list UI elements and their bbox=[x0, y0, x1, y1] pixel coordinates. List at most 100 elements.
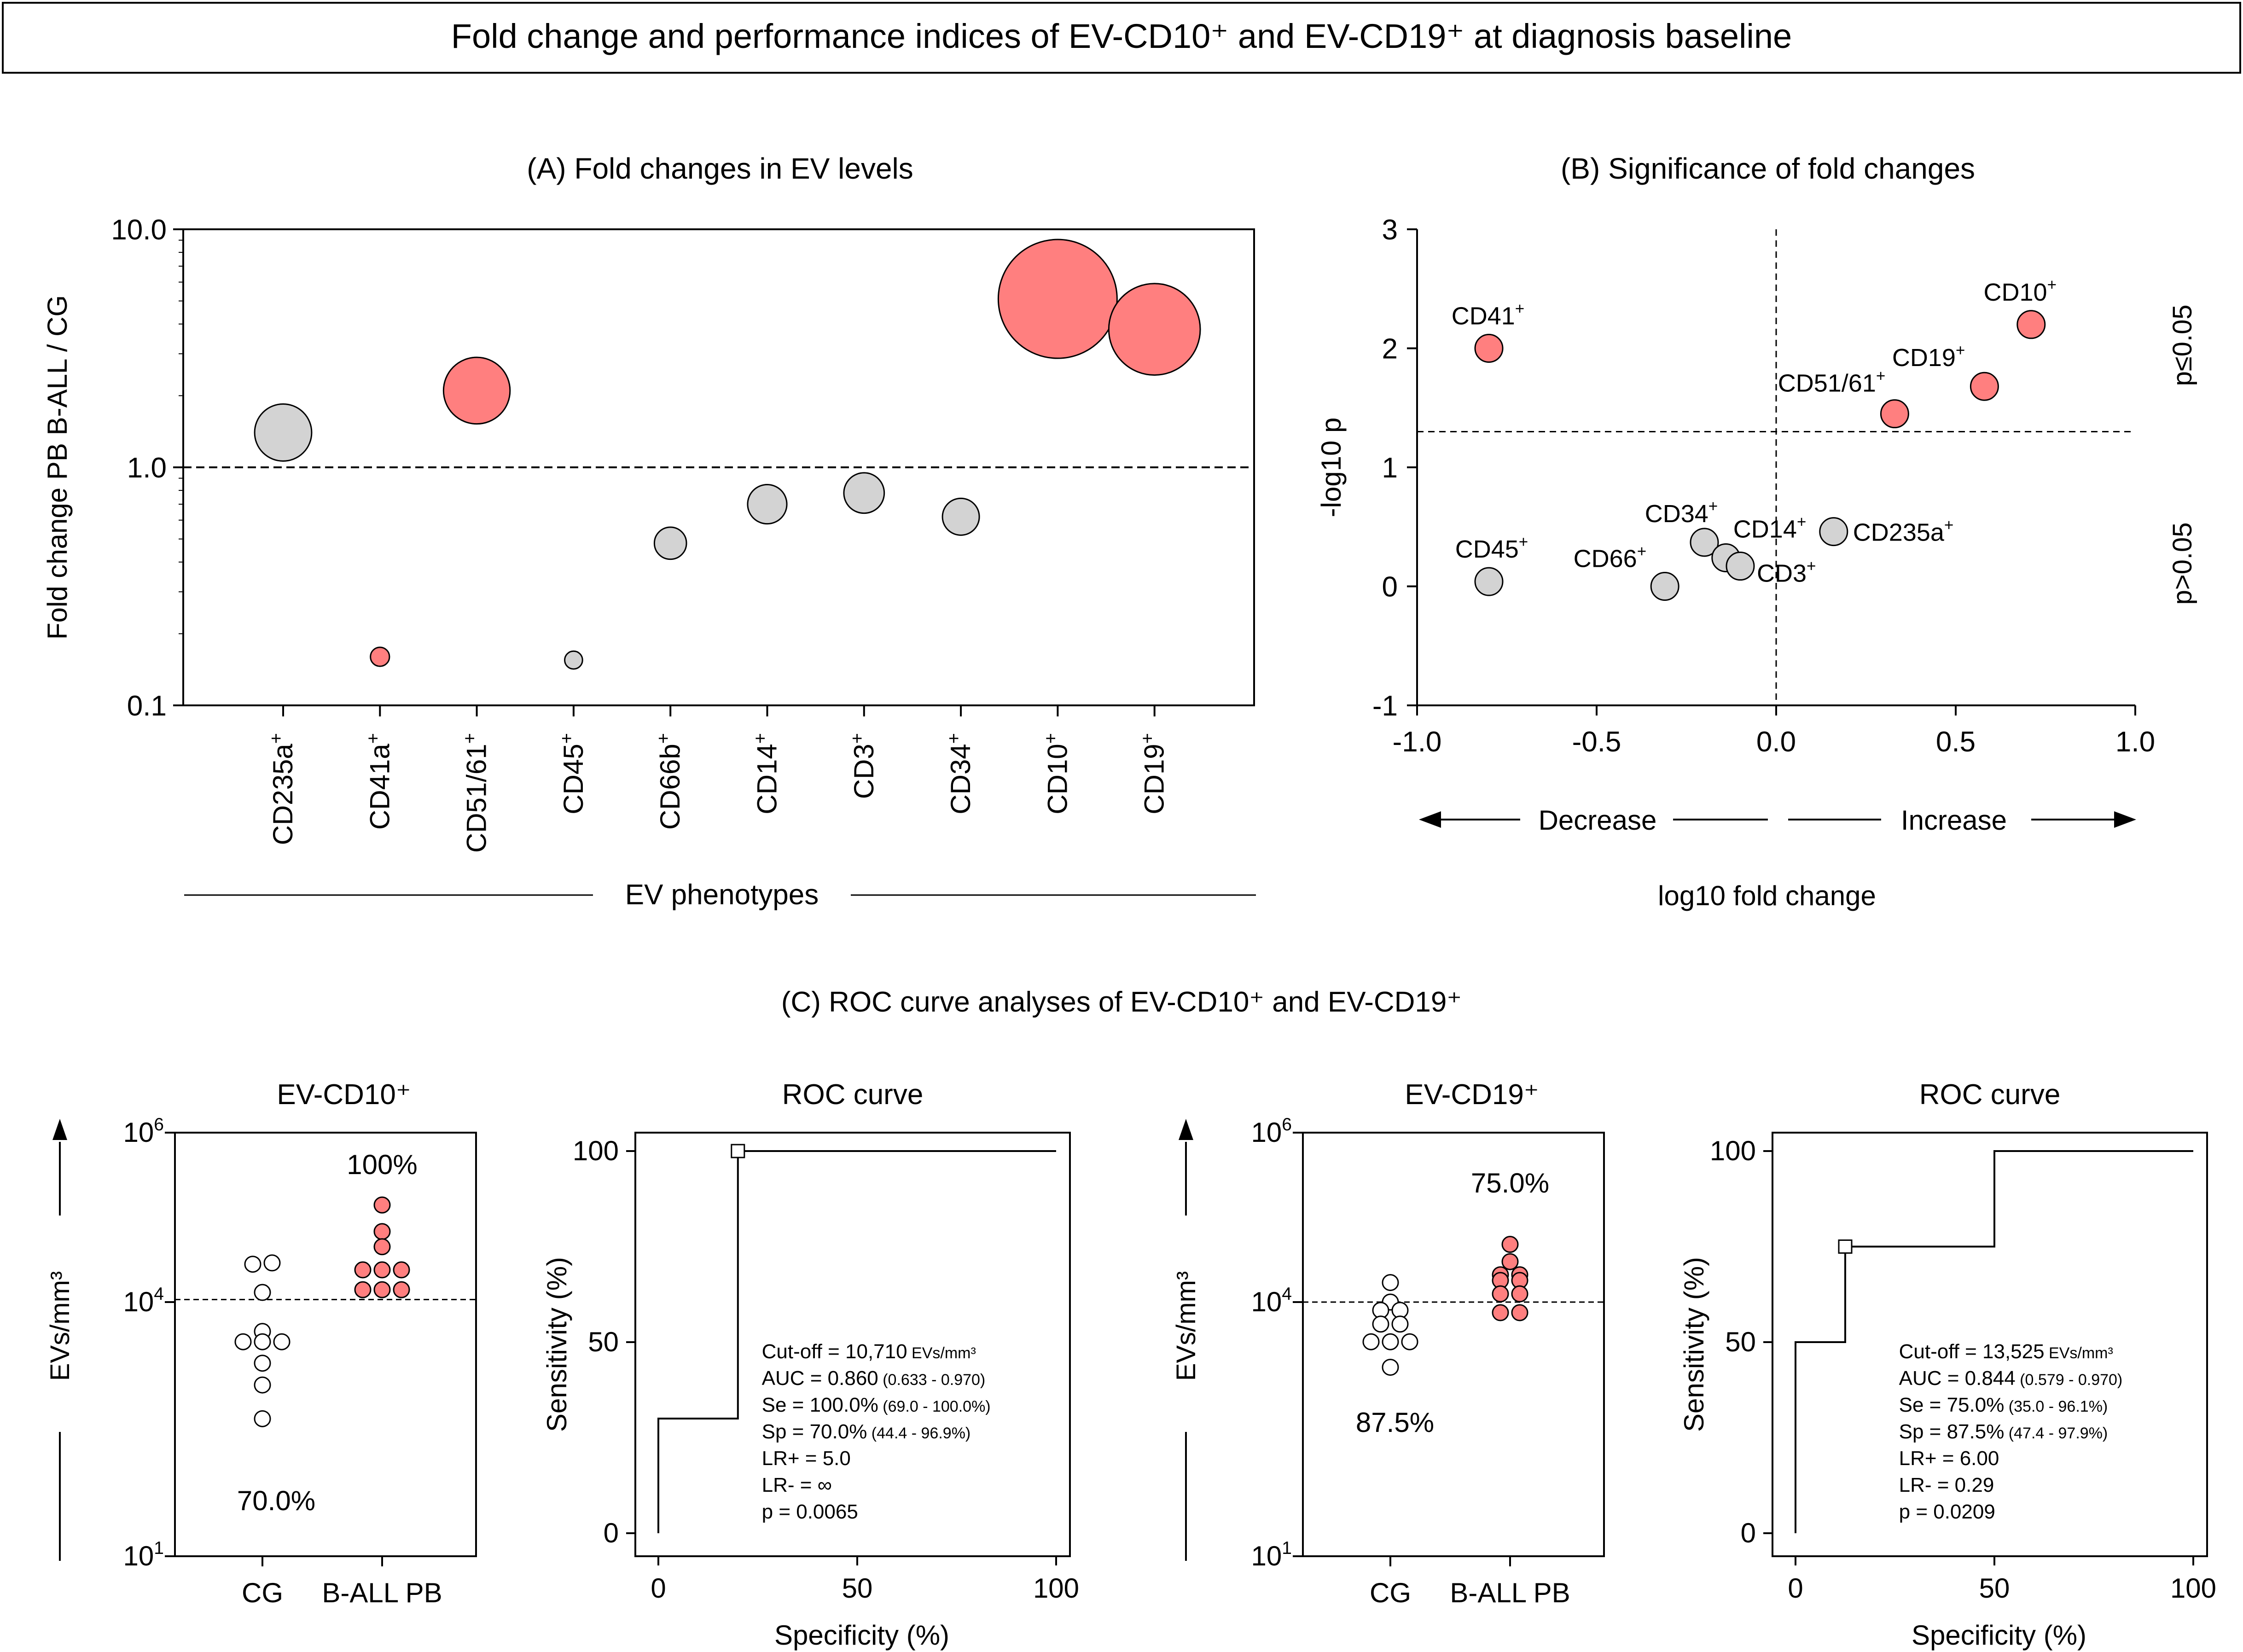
category-label: CD51/61+ bbox=[460, 733, 492, 853]
bubble-cd51-61 bbox=[442, 356, 511, 425]
x-tick-label: 0.0 bbox=[1756, 726, 1796, 758]
roc-stat-line: p = 0.0065 bbox=[762, 1501, 858, 1523]
panel-c3-dotplot-cd19: EV-CD19⁺ 101 104 106 EVs/mm³ CG B-ALL PB 75.0% 8… bbox=[1171, 1079, 1605, 1608]
y-tick-label: 50 bbox=[588, 1326, 619, 1357]
point-label: CD10+ bbox=[1984, 276, 2057, 306]
label-significant: p≤0.05 bbox=[2167, 305, 2197, 386]
bubble-cd3 bbox=[843, 472, 885, 514]
roc-frame bbox=[1772, 1132, 2208, 1557]
operating-point-marker bbox=[1838, 1239, 1853, 1254]
panel-c1-dotplot-cd10: EV-CD10⁺ 101 104 106 EVs/mm³ CG B-ALL PB 100% 70… bbox=[45, 1079, 477, 1608]
label-nonsignificant: p>0.05 bbox=[2167, 522, 2197, 605]
roc-stat-line: Se = 100.0% (69.0 - 100.0%) bbox=[762, 1394, 991, 1416]
title-box bbox=[2, 2, 2241, 74]
y-arrowhead bbox=[52, 1119, 67, 1140]
y-axis-label: -log10 p bbox=[1316, 418, 1347, 518]
category-label: B-ALL PB bbox=[1450, 1577, 1570, 1608]
dotplot-title: EV-CD10⁺ bbox=[277, 1079, 411, 1111]
x-axis-label: EV phenotypes bbox=[625, 879, 819, 911]
roc-stat-line: LR+ = 5.0 bbox=[762, 1447, 851, 1470]
y-tick-label: 0.1 bbox=[127, 690, 167, 722]
cg-point bbox=[254, 1355, 271, 1372]
ball-point bbox=[373, 1261, 391, 1279]
category-label: CD41a+ bbox=[363, 733, 395, 830]
roc-stat-line: p = 0.0209 bbox=[1899, 1501, 1995, 1523]
y-tick-label: 0 bbox=[1382, 571, 1398, 603]
ball-percent: 75.0% bbox=[1471, 1168, 1549, 1198]
y-tick-label: 50 bbox=[1725, 1326, 1756, 1357]
cg-point bbox=[254, 1333, 271, 1350]
category-label: CD34+ bbox=[944, 733, 976, 814]
roc-curve bbox=[657, 1150, 1056, 1533]
category-label: CD10+ bbox=[1040, 733, 1073, 814]
bubble-cd14 bbox=[747, 484, 788, 525]
y-axis-label: EVs/mm³ bbox=[45, 1271, 75, 1381]
ball-point bbox=[354, 1281, 372, 1298]
bubble-cd34 bbox=[941, 497, 980, 536]
cg-point bbox=[1382, 1274, 1399, 1291]
y-tick-label: 10.0 bbox=[111, 214, 167, 246]
point-cd51-61 bbox=[1880, 399, 1909, 429]
cg-point bbox=[254, 1284, 271, 1301]
y-tick-label: 104 bbox=[1251, 1284, 1292, 1317]
ball-point bbox=[373, 1281, 391, 1298]
x-tick-label: 0.5 bbox=[1936, 726, 1976, 758]
x-tick-label: 100 bbox=[2170, 1573, 2216, 1604]
bubble-cd66b bbox=[653, 526, 687, 560]
ball-point bbox=[354, 1261, 372, 1279]
panel-b-title: (B) Significance of fold changes bbox=[1561, 152, 1975, 185]
ball-point bbox=[1492, 1285, 1509, 1303]
x-tick-label: 1.0 bbox=[2115, 726, 2155, 758]
category-label: CD14+ bbox=[750, 733, 783, 814]
point-cd34 bbox=[1690, 528, 1719, 557]
roc-stat-line: AUC = 0.844 (0.579 - 0.970) bbox=[1899, 1367, 2123, 1390]
point-label: CD66+ bbox=[1574, 542, 1647, 573]
panel-a-title: (A) Fold changes in EV levels bbox=[527, 152, 913, 185]
panel-c2-roc-cd10: ROC curve 0 0 50 50 100 100 Sensitivity (%) Spec… bbox=[541, 1079, 1079, 1651]
ball-point bbox=[393, 1281, 410, 1298]
bubble-cd19 bbox=[1108, 283, 1201, 376]
cg-point bbox=[1362, 1333, 1380, 1350]
y-tick-label: 1 bbox=[1382, 452, 1398, 484]
y-tick-label: 106 bbox=[1251, 1115, 1292, 1148]
x-tick-label: -1.0 bbox=[1393, 726, 1442, 758]
y-tick-label: 100 bbox=[573, 1135, 619, 1166]
category-label: B-ALL PB bbox=[322, 1577, 442, 1608]
cg-point bbox=[254, 1376, 271, 1394]
ball-point bbox=[1511, 1304, 1528, 1321]
x-axis-label: log10 fold change bbox=[1658, 880, 1876, 911]
category-label: CD66b+ bbox=[653, 733, 686, 830]
point-label: CD19+ bbox=[1892, 342, 1965, 372]
bubble-cd45 bbox=[564, 650, 583, 670]
roc-stat-line: LR+ = 6.00 bbox=[1899, 1447, 1999, 1470]
x-tick-label: 50 bbox=[842, 1573, 873, 1604]
y-arrowhead bbox=[1179, 1119, 1193, 1140]
operating-point-marker bbox=[731, 1144, 745, 1158]
ball-percent: 100% bbox=[347, 1149, 417, 1180]
panel-a: (A) Fold changes in EV levels 0.1 1.0 10.0 F… bbox=[42, 152, 1256, 911]
roc-title: ROC curve bbox=[1919, 1079, 2061, 1111]
y-tick-label: 106 bbox=[123, 1115, 164, 1148]
panel-c-title: (C) ROC curve analyses of EV-CD10⁺ and E… bbox=[781, 986, 1462, 1018]
ball-point bbox=[1501, 1253, 1519, 1270]
point-label: CD34+ bbox=[1645, 497, 1718, 528]
roc-stat-line: AUC = 0.860 (0.633 - 0.970) bbox=[762, 1367, 986, 1390]
cg-point bbox=[254, 1410, 271, 1427]
y-tick-label: 0 bbox=[604, 1518, 619, 1548]
y-tick-label: 3 bbox=[1382, 214, 1398, 246]
y-tick-label: 2 bbox=[1382, 333, 1398, 365]
category-label: CD3+ bbox=[847, 733, 879, 799]
ball-point bbox=[1501, 1236, 1519, 1253]
x-tick-label: 100 bbox=[1033, 1573, 1079, 1604]
y-tick-label: 100 bbox=[1710, 1135, 1756, 1166]
dotplot-frame bbox=[174, 1132, 477, 1557]
point-label: CD41+ bbox=[1452, 300, 1525, 330]
bubble-cd10 bbox=[997, 238, 1118, 359]
point-cd10 bbox=[2016, 310, 2046, 339]
cg-point bbox=[1372, 1315, 1389, 1333]
y-axis-label: Sensitivity (%) bbox=[1679, 1257, 1709, 1432]
roc-stat-line: Se = 75.0% (35.0 - 96.1%) bbox=[1899, 1394, 2108, 1416]
x-tick-label: 0 bbox=[1788, 1573, 1803, 1604]
point-label: CD3+ bbox=[1757, 557, 1816, 588]
